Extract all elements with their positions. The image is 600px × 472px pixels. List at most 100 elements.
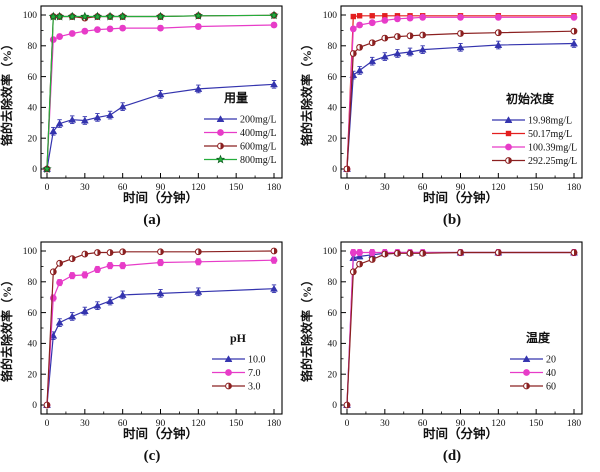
series-marker	[105, 11, 115, 21]
panel-caption: (a)	[143, 212, 161, 228]
series-200mg/L	[43, 79, 278, 172]
series-marker	[157, 259, 164, 266]
series-marker	[106, 297, 114, 304]
x-tick-label: 60	[118, 183, 128, 193]
y-tick-label: 40	[28, 340, 38, 350]
series-10.0	[43, 284, 278, 408]
series-marker	[68, 115, 77, 123]
series-marker	[67, 11, 77, 21]
x-tick-label: 180	[267, 183, 282, 193]
x-tick-label: 180	[567, 419, 582, 429]
y-tick-label: 0	[332, 165, 337, 175]
x-tick-label: 150	[229, 183, 244, 193]
series-marker	[380, 52, 389, 60]
series-marker	[118, 11, 128, 21]
x-tick-label: 150	[529, 183, 544, 193]
series-marker	[368, 249, 376, 256]
series-marker	[419, 13, 427, 21]
legend: 用量 200mg/L 400mg/L 600mg/L 800mg/L	[204, 91, 277, 166]
series-800mg/L	[42, 10, 279, 173]
y-tick-label: 60	[28, 73, 38, 83]
series-marker	[119, 262, 127, 270]
x-axis-label: 时间（分钟）	[123, 190, 198, 205]
series-marker	[505, 143, 512, 151]
y-axis-label: 铬的去除效率（%）	[300, 38, 314, 146]
y-axis-label: 铬的去除效率（%）	[0, 38, 14, 146]
y-tick-label: 20	[328, 370, 338, 380]
series-marker	[68, 30, 76, 37]
series-marker	[393, 49, 402, 57]
series-marker	[570, 39, 578, 47]
legend-title: 温度	[526, 330, 551, 345]
x-tick-label: 120	[191, 183, 206, 193]
series-marker	[505, 130, 512, 137]
series-marker	[270, 284, 278, 292]
series-marker	[94, 26, 101, 34]
series-marker	[68, 312, 77, 320]
series-marker	[80, 116, 89, 124]
y-tick-label: 80	[28, 42, 38, 52]
series-marker	[81, 27, 89, 35]
series-marker	[418, 45, 427, 53]
series-marker	[270, 80, 278, 88]
series-100.39mg/L	[343, 13, 578, 173]
series-marker	[106, 111, 114, 119]
legend-label: 20	[546, 354, 556, 365]
series-marker	[523, 369, 530, 376]
series-marker	[270, 21, 278, 29]
series-marker	[355, 66, 364, 74]
y-tick-label: 20	[328, 134, 338, 144]
y-axis-label: 铬的去除效率（%）	[0, 274, 14, 382]
series-marker	[570, 13, 578, 21]
series-marker	[350, 13, 357, 20]
series-marker	[394, 15, 401, 23]
y-tick-label: 60	[328, 309, 338, 319]
y-tick-label: 0	[332, 401, 337, 411]
series-marker	[93, 113, 102, 121]
chart-d: 0 30 60 90 120 150 180 0 20 40 60 80 100 时间（分钟） 铬的去除效率…	[300, 241, 583, 464]
series-marker	[106, 25, 114, 33]
y-tick-label: 80	[28, 278, 38, 288]
x-tick-label: 0	[345, 183, 350, 193]
series-marker	[355, 252, 364, 260]
x-axis-label: 时间（分钟）	[123, 426, 198, 441]
series-marker	[217, 129, 224, 136]
series-marker	[356, 249, 364, 256]
legend-label: 40	[546, 368, 556, 379]
legend: 初始浓度 19.98mg/L 50.17mg/L 100.39mg/L 292.25mg…	[492, 91, 577, 167]
x-tick-label: 0	[45, 419, 50, 429]
series-marker	[406, 14, 414, 22]
legend-label: 60	[546, 381, 556, 392]
series-line	[346, 251, 574, 406]
legend-title: pH	[230, 331, 247, 345]
x-tick-label: 30	[80, 419, 90, 429]
x-tick-label: 0	[345, 419, 350, 429]
x-axis-label: 时间（分钟）	[423, 426, 498, 441]
legend: 温度 20 40 60	[510, 330, 556, 392]
series-line	[346, 251, 574, 406]
y-tick-label: 60	[28, 309, 38, 319]
series-marker	[522, 355, 531, 362]
series-40	[343, 249, 578, 409]
y-tick-label: 0	[32, 401, 37, 411]
series-marker	[54, 11, 65, 21]
y-tick-label: 60	[328, 73, 338, 83]
legend-label: 400mg/L	[240, 128, 277, 139]
legend-label: 3.0	[248, 381, 261, 392]
legend-label: 19.98mg/L	[528, 115, 572, 126]
series-marker	[56, 33, 64, 40]
series-marker	[80, 307, 89, 315]
legend-label: 50.17mg/L	[528, 129, 572, 140]
series-marker	[80, 11, 90, 21]
series-line	[46, 288, 275, 406]
x-axis-label: 时间（分钟）	[423, 190, 498, 205]
series-marker	[55, 119, 64, 127]
panel-c-chart: 0 30 60 90 120 150 180 0 20 40 60 80 100 时间（分钟） 铬的去除效率…	[0, 236, 300, 472]
x-tick-label: 180	[567, 183, 582, 193]
x-tick-label: 30	[80, 183, 90, 193]
chart-a: 0 30 60 90 120 150 180 0 20 40 60 80 100 时间（分钟） 铬的去除效率…	[0, 5, 283, 228]
series-marker	[194, 85, 203, 92]
panel-b-chart: 0 30 60 90 120 150 180 0 20 40 60 80 100 时间（分钟） 铬的去除效率…	[300, 0, 600, 236]
